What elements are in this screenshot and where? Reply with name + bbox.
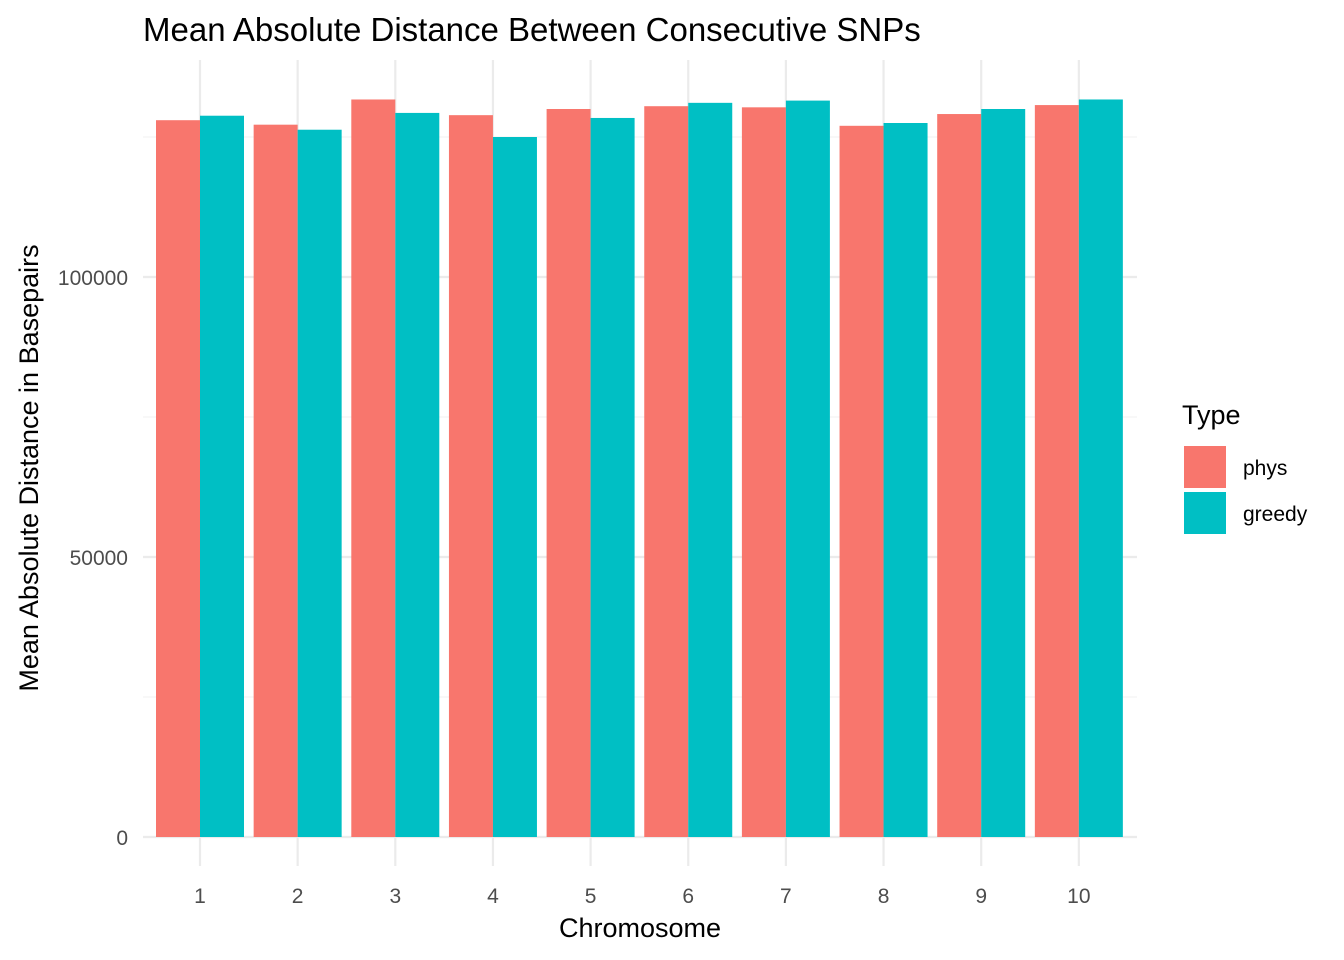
legend: Type phys greedy: [1182, 400, 1308, 534]
legend-swatch-greedy: [1184, 492, 1226, 534]
y-tick-label: 100000: [58, 267, 128, 290]
bar-phys-5: [546, 109, 591, 837]
bar-greedy-10: [1078, 99, 1123, 838]
chart-title: Mean Absolute Distance Between Consecuti…: [143, 11, 921, 48]
x-tick-label: 8: [878, 885, 890, 908]
bar-phys-3: [351, 99, 396, 838]
y-axis-ticks: 0 50000 100000: [58, 267, 128, 850]
x-axis-ticks: 1 2 3 4 5 6 7 8 9 10: [194, 885, 1090, 908]
bar-greedy-2: [297, 129, 342, 838]
x-tick-label: 3: [389, 885, 401, 908]
x-tick-label: 10: [1067, 885, 1090, 908]
bar-phys-4: [448, 115, 493, 837]
x-tick-label: 9: [975, 885, 987, 908]
bar-greedy-9: [981, 109, 1026, 837]
bar-phys-8: [839, 125, 884, 838]
bar-phys-10: [1034, 105, 1079, 837]
bar-greedy-1: [200, 115, 244, 838]
legend-swatch-phys: [1184, 446, 1226, 488]
bar-phys-9: [937, 114, 982, 838]
x-tick-label: 2: [292, 885, 304, 908]
bar-phys-2: [253, 124, 298, 838]
bar-greedy-7: [785, 100, 830, 838]
legend-items: phys greedy: [1184, 446, 1308, 534]
y-tick-label: 0: [116, 827, 128, 850]
y-tick-label: 50000: [70, 547, 128, 570]
legend-title: Type: [1182, 400, 1241, 430]
x-tick-label: 6: [682, 885, 694, 908]
y-axis-title: Mean Absolute Distance in Basepairs: [14, 244, 44, 691]
x-tick-label: 4: [487, 885, 499, 908]
bar-greedy-5: [590, 117, 635, 837]
bar-greedy-4: [492, 137, 537, 837]
bar-phys-1: [156, 120, 200, 837]
x-tick-label: 7: [780, 885, 792, 908]
bar-greedy-3: [395, 112, 440, 838]
bar-greedy-6: [688, 102, 733, 838]
bar-phys-6: [644, 106, 689, 837]
bars: [156, 99, 1123, 838]
legend-label-greedy: greedy: [1243, 503, 1308, 526]
x-axis-title: Chromosome: [559, 913, 721, 943]
legend-label-phys: phys: [1243, 457, 1287, 480]
x-tick-label: 5: [585, 885, 597, 908]
bar-greedy-8: [883, 123, 928, 837]
x-tick-label: 1: [194, 885, 206, 908]
bar-phys-7: [741, 107, 786, 837]
